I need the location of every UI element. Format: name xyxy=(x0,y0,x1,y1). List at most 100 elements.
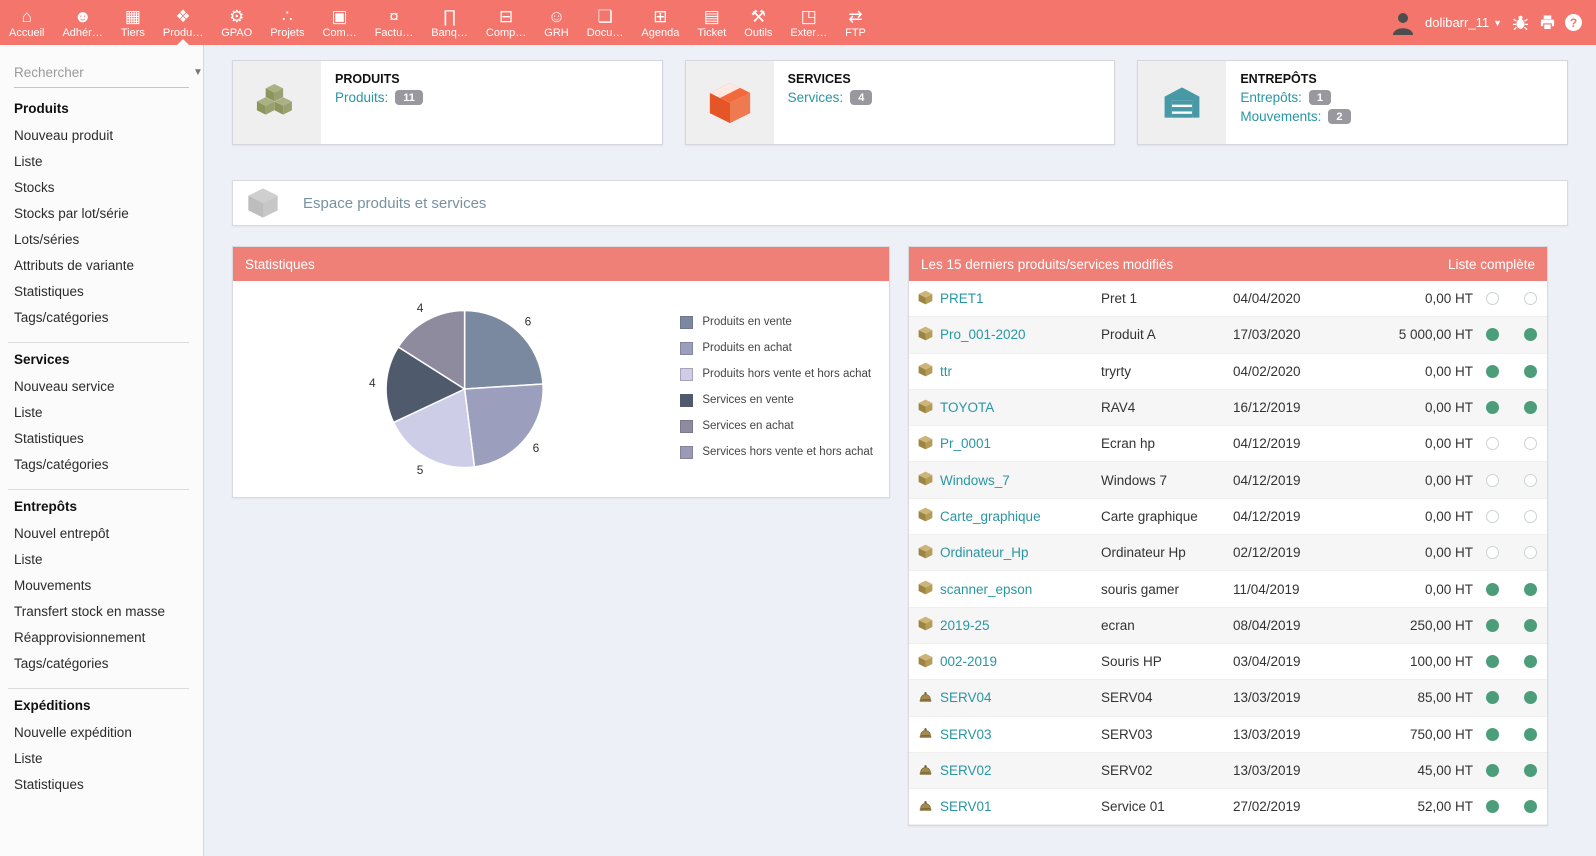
infobox-link-entrep-ts[interactable]: Entrepôts: 1 xyxy=(1240,90,1350,105)
sell-status-dot xyxy=(1485,800,1499,814)
sidebar-item-entrep-ts-mouvements[interactable]: Mouvements xyxy=(14,577,92,593)
pie-slice-services-en-achat xyxy=(397,309,466,391)
help-icon[interactable]: ? xyxy=(1565,14,1582,31)
nav-item-exter[interactable]: ◳ Exter… xyxy=(781,0,836,45)
sidebar-item-entrep-ts-transfert-stock-en-masse[interactable]: Transfert stock en masse xyxy=(14,603,166,619)
product-icon xyxy=(918,507,933,525)
sidebar-item-services-liste[interactable]: Liste xyxy=(14,404,43,420)
sidebar-item-exp-ditions-nouvelle-exp-dition[interactable]: Nouvelle expédition xyxy=(14,724,132,740)
nav-item-ticket[interactable]: ▤ Ticket xyxy=(688,0,735,45)
infobox-link-label: Produits: xyxy=(335,90,389,105)
row-sell-status xyxy=(1473,437,1511,451)
row-ref-link[interactable]: Ordinateur_Hp xyxy=(909,544,1101,562)
cube-icon xyxy=(247,187,279,219)
search-input[interactable] xyxy=(14,65,191,80)
row-ref-link[interactable]: SERV03 xyxy=(909,725,1101,743)
table-row: SERV01 Service 01 27/02/2019 52,00 HT xyxy=(909,789,1547,826)
row-ref-link[interactable]: 002-2019 xyxy=(909,653,1101,671)
service-icon xyxy=(918,798,933,816)
row-ref-link[interactable]: scanner_epson xyxy=(909,580,1101,598)
service-box-icon xyxy=(685,61,774,144)
user-avatar[interactable] xyxy=(1390,10,1416,36)
nav-item-gpao[interactable]: ⚙ GPAO xyxy=(212,0,261,45)
nav-item-com[interactable]: ▣ Com… xyxy=(313,0,365,45)
sidebar-item-entrep-ts-tags-cat-gories[interactable]: Tags/catégories xyxy=(14,655,109,671)
sidebar-item-exp-ditions-statistiques[interactable]: Statistiques xyxy=(14,776,84,792)
legend-swatch xyxy=(680,367,694,381)
sidebar-search: ▼ xyxy=(14,65,203,88)
nav-item-outils[interactable]: ⚒ Outils xyxy=(735,0,781,45)
sidebar-item-produits-lots-s-ries[interactable]: Lots/séries xyxy=(14,231,80,247)
row-ref-link[interactable]: ttr xyxy=(909,362,1101,380)
nav-item-projets[interactable]: ∴ Projets xyxy=(261,0,313,45)
nav-item-factu[interactable]: ¤ Factu… xyxy=(366,0,423,45)
nav-item-grh[interactable]: ☺ GRH xyxy=(535,0,577,45)
sidebar-item-produits-attributs-de-variante[interactable]: Attributs de variante xyxy=(14,257,135,273)
row-price: 0,00 HT xyxy=(1424,363,1473,379)
nav-item-comp[interactable]: ⊟ Comp… xyxy=(477,0,535,45)
row-date: 04/12/2019 xyxy=(1233,472,1301,488)
sidebar-item-exp-ditions-liste[interactable]: Liste xyxy=(14,750,43,766)
row-label: ecran xyxy=(1101,617,1135,633)
nav-item-produ[interactable]: ❖ Produ… xyxy=(154,0,212,45)
legend-label: Services hors vente et hors achat xyxy=(702,446,873,458)
nav-item-agenda[interactable]: ⊞ Agenda xyxy=(632,0,688,45)
row-buy-status xyxy=(1511,618,1549,632)
username-label: dolibarr_11 xyxy=(1424,15,1490,30)
statistics-title: Statistiques xyxy=(245,256,315,272)
sidebar-item-produits-nouveau-produit[interactable]: Nouveau produit xyxy=(14,127,114,143)
row-price: 0,00 HT xyxy=(1424,291,1473,307)
print-icon[interactable] xyxy=(1538,14,1556,32)
row-date: 16/12/2019 xyxy=(1233,400,1301,416)
infobox-link-mouvements[interactable]: Mouvements: 2 xyxy=(1240,109,1351,124)
row-buy-status xyxy=(1511,582,1549,596)
infobox-link-produits[interactable]: Produits: 11 xyxy=(335,90,423,105)
nav-item-banq[interactable]: ∏ Banq… xyxy=(422,0,477,45)
pie-value-label: 5 xyxy=(417,463,424,477)
sidebar-item-produits-statistiques[interactable]: Statistiques xyxy=(14,283,84,299)
sidebar-item-produits-liste[interactable]: Liste xyxy=(14,153,43,169)
row-date: 11/04/2019 xyxy=(1233,581,1300,597)
row-ref-link[interactable]: Windows_7 xyxy=(909,471,1101,489)
infobox-services: SERVICES Services: 4 xyxy=(684,60,1116,145)
statistics-body: 6 6 5 4 4 Produits en vente Produits en achat… xyxy=(233,281,889,497)
row-ref-link[interactable]: SERV01 xyxy=(909,798,1101,816)
sidebar-item-entrep-ts-liste[interactable]: Liste xyxy=(14,551,43,567)
nav-item-tiers[interactable]: ▦ Tiers xyxy=(112,0,154,45)
ticket-icon: ▤ xyxy=(703,7,720,26)
sidebar-item-services-nouveau-service[interactable]: Nouveau service xyxy=(14,378,115,394)
pie-chart: 6 6 5 4 4 xyxy=(369,301,544,477)
row-ref-link[interactable]: PRET1 xyxy=(909,290,1101,308)
table-row: 002-2019 Souris HP 03/04/2019 100,00 HT xyxy=(909,643,1547,681)
full-list-link[interactable]: Liste complète xyxy=(1447,256,1535,272)
pie-value-label: 4 xyxy=(369,376,376,390)
nav-item-accueil[interactable]: ⌂ Accueil xyxy=(0,0,53,45)
sidebar-item-produits-stocks[interactable]: Stocks xyxy=(14,179,55,195)
sidebar-item-produits-tags-cat-gories[interactable]: Tags/catégories xyxy=(14,309,109,325)
row-ref-link[interactable]: 2019-25 xyxy=(909,616,1101,634)
row-ref-link[interactable]: Pro_001-2020 xyxy=(909,326,1101,344)
row-ref-link[interactable]: SERV04 xyxy=(909,689,1101,707)
row-ref-link[interactable]: SERV02 xyxy=(909,762,1101,780)
sidebar-item-produits-stocks-par-lot-s-rie[interactable]: Stocks par lot/série xyxy=(14,205,129,221)
buy-status-dot xyxy=(1523,764,1537,777)
bug-report-icon[interactable] xyxy=(1511,14,1529,32)
search-dropdown-caret-icon[interactable]: ▼ xyxy=(193,67,203,78)
sidebar-item-services-tags-cat-gories[interactable]: Tags/catégories xyxy=(14,456,109,472)
row-buy-status xyxy=(1511,691,1549,705)
sidebar-separator xyxy=(8,342,189,343)
nav-item-ftp[interactable]: ⇄ FTP xyxy=(836,0,875,45)
sidebar-item-entrep-ts-r-approvisionnement[interactable]: Réapprovisionnement xyxy=(14,629,146,645)
nav-item-label: GPAO xyxy=(221,27,253,39)
sidebar-item-services-statistiques[interactable]: Statistiques xyxy=(14,430,84,446)
row-ref-link[interactable]: Pr_0001 xyxy=(909,435,1101,453)
nav-item-docu[interactable]: ❏ Docu… xyxy=(578,0,633,45)
sidebar-item-entrep-ts-nouvel-entrep-t[interactable]: Nouvel entrepôt xyxy=(14,525,110,541)
infobox-entrep-ts: ENTREPÔTS Entrepôts: 1 Mouvements: 2 xyxy=(1137,60,1569,145)
infobox-link-services[interactable]: Services: 4 xyxy=(788,90,873,105)
user-menu[interactable]: dolibarr_11 ▼ xyxy=(1425,15,1502,30)
row-date: 13/03/2019 xyxy=(1233,690,1301,706)
row-ref-link[interactable]: TOYOTA xyxy=(909,399,1101,417)
nav-item-adh-r[interactable]: ☻ Adhér… xyxy=(53,0,111,45)
row-ref-link[interactable]: Carte_graphique xyxy=(909,507,1101,525)
